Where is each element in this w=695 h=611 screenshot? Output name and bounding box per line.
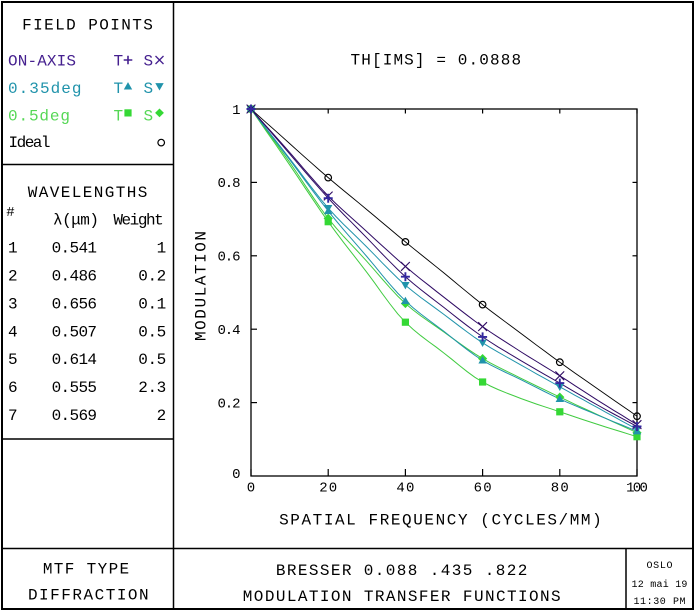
- svg-text:SPATIAL FREQUENCY (CYCLES/MM): SPATIAL FREQUENCY (CYCLES/MM): [279, 512, 602, 530]
- svg-text:0.2: 0.2: [138, 268, 166, 286]
- svg-text:T: T: [114, 108, 124, 126]
- svg-text:0.614: 0.614: [52, 351, 97, 369]
- svg-text:T: T: [114, 53, 124, 71]
- svg-text:λ(μm): λ(μm): [53, 212, 99, 230]
- svg-text:#: #: [6, 205, 14, 221]
- svg-text:100: 100: [626, 481, 648, 497]
- svg-text:0.541: 0.541: [52, 240, 97, 258]
- svg-text:ON-AXIS: ON-AXIS: [8, 53, 76, 71]
- svg-text:1: 1: [232, 103, 240, 119]
- svg-text:0.5: 0.5: [138, 323, 166, 341]
- svg-text:DIFFRACTION: DIFFRACTION: [28, 587, 149, 605]
- svg-text:40: 40: [396, 481, 414, 497]
- svg-text:TH[IMS] = 0.0888: TH[IMS] = 0.0888: [351, 52, 522, 70]
- svg-text:0.486: 0.486: [52, 268, 97, 286]
- svg-text:2: 2: [8, 268, 18, 286]
- svg-text:7: 7: [8, 407, 18, 425]
- svg-text:Weight: Weight: [113, 212, 163, 230]
- svg-text:0: 0: [247, 481, 255, 497]
- svg-text:MODULATION: MODULATION: [193, 231, 211, 341]
- svg-text:0.8: 0.8: [218, 176, 241, 192]
- svg-text:2.3: 2.3: [138, 379, 166, 397]
- svg-text:S: S: [144, 108, 154, 126]
- svg-text:3: 3: [8, 295, 18, 313]
- svg-text:2: 2: [157, 407, 167, 425]
- svg-text:0.35deg: 0.35deg: [8, 80, 82, 98]
- svg-text:S: S: [144, 53, 154, 71]
- svg-text:BRESSER 0.088 .435 .822: BRESSER 0.088 .435 .822: [276, 562, 527, 580]
- svg-text:1: 1: [8, 240, 18, 258]
- svg-text:6: 6: [8, 379, 18, 397]
- svg-text:12 mai 19: 12 mai 19: [632, 579, 688, 591]
- svg-text:OSLO: OSLO: [647, 561, 673, 572]
- svg-text:FIELD POINTS: FIELD POINTS: [22, 17, 153, 35]
- svg-text:0.1: 0.1: [138, 295, 166, 313]
- svg-text:0.6: 0.6: [218, 250, 241, 266]
- svg-text:80: 80: [551, 481, 569, 497]
- svg-text:0.569: 0.569: [52, 407, 97, 425]
- svg-text:4: 4: [8, 323, 18, 341]
- svg-text:0: 0: [232, 467, 240, 483]
- svg-text:0.2: 0.2: [218, 396, 241, 412]
- svg-text:0.656: 0.656: [52, 295, 97, 313]
- svg-text:0.5deg: 0.5deg: [8, 108, 70, 126]
- svg-text:0.507: 0.507: [52, 323, 97, 341]
- svg-text:11:30 PM: 11:30 PM: [633, 597, 685, 608]
- svg-text:T: T: [114, 80, 124, 98]
- svg-text:0.555: 0.555: [52, 379, 97, 397]
- svg-text:60: 60: [474, 481, 492, 497]
- svg-text:MTF TYPE: MTF TYPE: [43, 561, 129, 579]
- svg-text:Ideal: Ideal: [9, 134, 51, 152]
- svg-text:1: 1: [157, 240, 167, 258]
- svg-text:5: 5: [8, 351, 18, 369]
- svg-text:MODULATION TRANSFER FUNCTIONS: MODULATION TRANSFER FUNCTIONS: [243, 588, 561, 606]
- svg-text:20: 20: [319, 481, 337, 497]
- svg-text:0.4: 0.4: [218, 323, 241, 339]
- svg-text:S: S: [144, 80, 154, 98]
- svg-text:WAVELENGTHS: WAVELENGTHS: [28, 184, 148, 202]
- svg-text:0.5: 0.5: [138, 351, 166, 369]
